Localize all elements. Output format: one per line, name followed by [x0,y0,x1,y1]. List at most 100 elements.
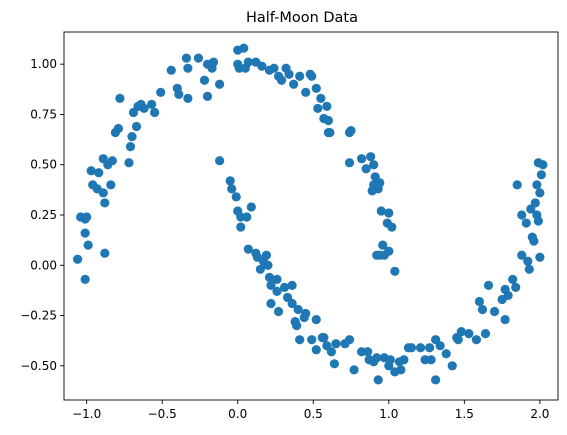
data-point [287,280,297,290]
data-point [532,180,542,190]
data-point [508,274,518,284]
data-point [279,282,290,292]
data-point [106,180,116,190]
data-point [361,164,371,174]
data-point [293,304,303,315]
data-point [390,266,400,276]
data-point [242,212,252,222]
data-point [264,272,275,282]
data-point [471,335,482,345]
data-point [181,53,191,63]
data-point [375,178,385,188]
data-point [124,158,134,168]
data-point [215,156,225,166]
y-tick-label: −0.50 [20,359,57,373]
data-point [326,347,336,357]
data-point [533,216,543,226]
x-tick-label: −0.5 [148,407,177,421]
data-point [183,63,193,73]
data-point [373,375,383,385]
data-point [80,274,90,284]
data-point [115,93,125,103]
data-point [384,246,394,256]
data-point [483,280,494,290]
data-point [307,71,317,81]
data-point [128,107,139,118]
data-point [301,308,311,319]
data-point [307,335,317,345]
data-point [426,355,436,365]
x-tick-label: 0.5 [304,407,323,421]
data-point [535,252,545,262]
data-point [269,63,279,73]
y-tick-label: 0.25 [30,208,57,222]
data-point [477,304,488,315]
data-point [156,87,166,97]
data-point [276,75,287,85]
data-point [199,75,210,85]
data-point [225,176,235,186]
data-point [100,248,110,258]
data-point [94,168,104,178]
data-point [489,306,500,317]
data-point [261,250,272,260]
data-point [331,339,341,349]
data-point [147,99,157,109]
data-point [83,240,93,250]
data-point [512,180,522,190]
data-point [127,131,137,142]
data-point [447,361,457,371]
data-point [139,103,149,114]
data-point [372,250,382,260]
data-point [292,321,302,331]
data-point [243,244,253,254]
data-point [73,254,83,264]
data-point [517,250,527,260]
data-point [424,343,435,353]
data-point [529,236,539,246]
data-point [521,218,531,228]
x-tick-label: −1.0 [72,407,101,421]
data-point [367,186,377,196]
data-point [322,101,332,111]
data-point [366,152,376,162]
y-tick-label: 0.50 [30,158,57,172]
data-point [125,142,136,152]
data-point [295,335,305,345]
data-point [208,57,219,67]
data-point [287,298,297,309]
data-point [329,359,340,369]
data-point [316,93,326,103]
data-point [530,198,540,208]
x-tick-label: 0.0 [228,407,247,421]
data-point [363,347,373,357]
data-point [273,306,284,317]
data-point [313,103,323,114]
data-point [325,127,335,138]
data-point [346,125,356,136]
data-point [272,274,282,284]
data-point [80,228,90,238]
data-point [174,89,184,99]
data-point [284,69,294,79]
data-point [301,87,311,97]
data-point [215,79,225,89]
data-point [344,158,355,168]
data-point [474,296,485,307]
data-point [357,154,367,164]
data-point [289,79,299,89]
data-point [378,240,388,250]
data-point [295,71,305,81]
data-point [538,160,548,170]
data-point [399,355,409,365]
data-point [376,206,386,216]
data-point [535,188,545,198]
data-point [166,65,176,75]
axes: −1.0 −0.5 0.0 0.5 1.0 1.5 2.0 −0.50 −0.25 0.00 0.2… [20,31,559,421]
data-point [480,329,491,339]
data-point [266,280,276,290]
x-tick-label: 1.0 [379,407,398,421]
data-point [239,43,249,53]
data-point [384,208,394,218]
data-point [183,93,193,103]
